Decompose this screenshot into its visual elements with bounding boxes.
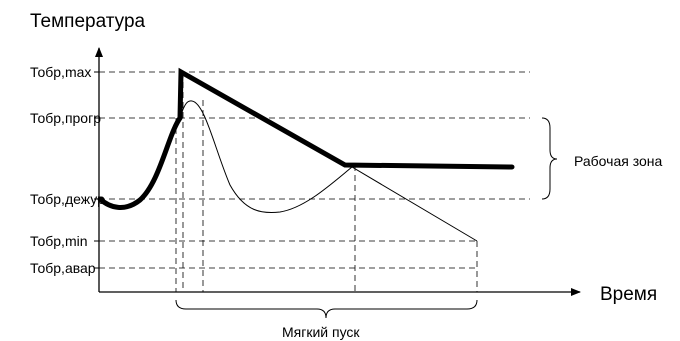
- level-label-min: Тобр,min: [30, 233, 88, 249]
- level-label-progr: Тобр,прогр: [30, 110, 101, 126]
- level-lines: [99, 71, 530, 269]
- y-axis-title: Температура: [30, 11, 146, 32]
- thin-curve: [179, 100, 478, 242]
- work-zone-brace: [541, 117, 558, 200]
- thick-curve: [97, 67, 515, 210]
- soft-start-brace: [175, 299, 478, 319]
- level-label-avar: Тобр,авар: [30, 260, 96, 276]
- level-label-max: Тобр,max: [30, 64, 91, 80]
- x-axis-title: Время: [600, 284, 657, 305]
- work-zone-label: Рабочая зона: [574, 153, 662, 169]
- level-label-dezhur: Тобр,дежур: [30, 191, 105, 207]
- soft-start-label: Мягкий пуск: [282, 324, 360, 340]
